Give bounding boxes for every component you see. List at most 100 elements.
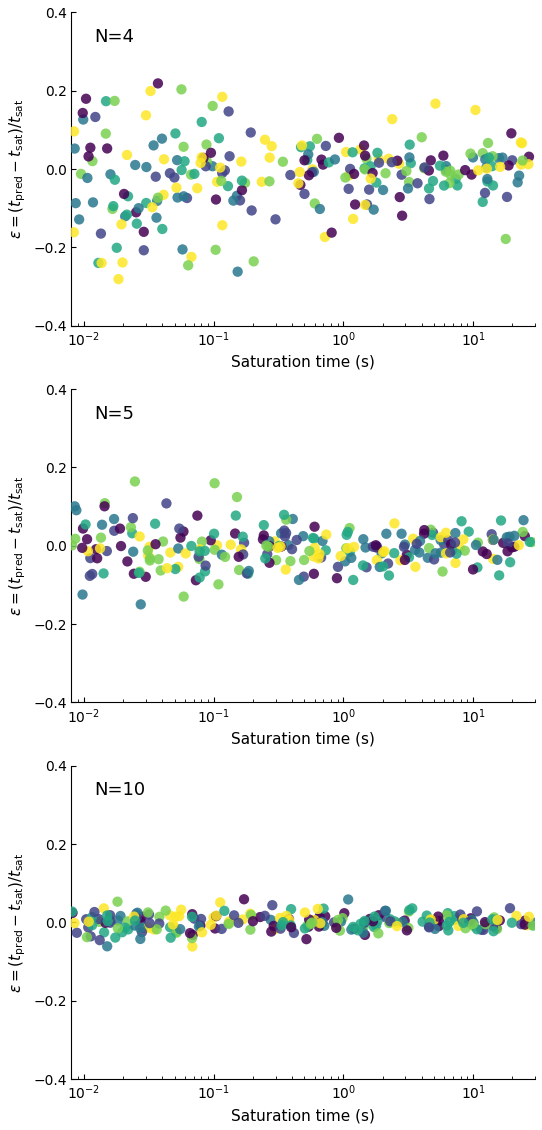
Point [322, 525, 331, 544]
Point [175, 907, 184, 925]
Point [458, 911, 467, 929]
Point [131, 472, 139, 490]
Point [121, 207, 130, 225]
Point [153, 75, 162, 93]
Y-axis label: $\varepsilon = (t_{\mathrm{pred}} - t_{\mathrm{sat}})/t_{\mathrm{sat}}$: $\varepsilon = (t_{\mathrm{pred}} - t_{\… [7, 852, 28, 992]
Point [305, 542, 314, 560]
Point [158, 220, 166, 238]
Point [330, 913, 338, 931]
Point [259, 530, 267, 548]
Point [334, 129, 343, 147]
Point [360, 914, 369, 932]
Point [195, 550, 204, 568]
Point [327, 224, 336, 242]
Point [79, 520, 87, 538]
Point [488, 157, 496, 175]
Point [100, 494, 109, 512]
Point [493, 920, 501, 938]
Point [360, 160, 369, 179]
Point [376, 558, 384, 576]
Point [444, 531, 453, 549]
Point [241, 174, 249, 192]
Point [304, 146, 313, 164]
Point [131, 912, 139, 930]
Point [492, 911, 500, 929]
Point [340, 904, 349, 922]
Point [211, 241, 220, 259]
Point [100, 899, 108, 918]
Point [218, 164, 227, 182]
Point [208, 97, 217, 115]
Point [405, 548, 414, 566]
Point [401, 551, 409, 570]
Point [386, 912, 395, 930]
Point [264, 538, 273, 556]
Point [240, 890, 248, 909]
Point [132, 203, 140, 221]
Point [109, 510, 118, 528]
Point [411, 541, 420, 559]
Point [103, 937, 112, 955]
Point [215, 129, 223, 147]
Point [359, 556, 367, 574]
Point [188, 905, 197, 923]
Point [88, 916, 96, 935]
Point [469, 918, 478, 936]
Point [316, 914, 325, 932]
Point [257, 173, 266, 191]
Point [203, 153, 211, 171]
Point [311, 912, 320, 930]
Point [151, 167, 160, 185]
Point [136, 563, 144, 581]
Point [356, 915, 365, 933]
Point [106, 912, 114, 930]
Text: N=4: N=4 [95, 28, 134, 46]
Point [381, 909, 390, 927]
Point [86, 567, 94, 585]
Point [188, 938, 197, 956]
Point [260, 516, 268, 534]
Point [130, 907, 138, 925]
Point [145, 551, 154, 570]
Point [450, 533, 459, 551]
Point [379, 557, 388, 575]
Point [113, 893, 122, 911]
Point [481, 913, 489, 931]
Point [70, 914, 79, 932]
Point [510, 527, 519, 545]
Y-axis label: $\varepsilon = (t_{\mathrm{pred}} - t_{\mathrm{sat}})/t_{\mathrm{sat}}$: $\varepsilon = (t_{\mathrm{pred}} - t_{\… [7, 476, 28, 616]
Point [345, 166, 353, 184]
Point [320, 228, 329, 246]
Point [508, 538, 517, 556]
Point [305, 166, 313, 184]
Point [175, 520, 184, 538]
Point [278, 916, 286, 935]
Point [395, 155, 403, 173]
Point [456, 539, 464, 557]
Point [525, 907, 533, 925]
Point [429, 523, 437, 541]
Point [472, 536, 480, 554]
Point [393, 151, 402, 170]
Point [372, 174, 380, 192]
Point [113, 920, 122, 938]
Point [201, 557, 210, 575]
Point [362, 149, 371, 167]
Point [310, 911, 319, 929]
Point [97, 254, 106, 272]
Point [212, 906, 221, 924]
Point [231, 506, 240, 524]
Point [180, 153, 189, 171]
Point [261, 906, 269, 924]
Point [308, 529, 317, 547]
Point [379, 542, 388, 560]
Point [99, 564, 108, 582]
Point [104, 912, 112, 930]
Point [302, 930, 311, 948]
Point [139, 919, 148, 937]
Point [492, 919, 501, 937]
Point [154, 550, 163, 568]
Point [314, 910, 323, 928]
Point [148, 198, 157, 216]
Point [177, 80, 186, 98]
